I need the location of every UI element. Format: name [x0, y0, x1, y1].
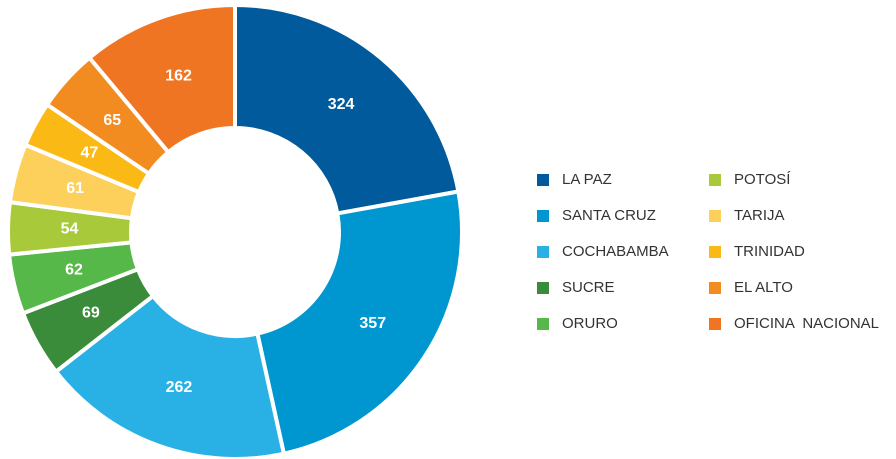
data-label: 262: [166, 379, 193, 396]
data-label: 357: [359, 315, 386, 332]
data-label: 69: [82, 305, 100, 322]
legend-label: TRINIDAD: [734, 243, 805, 260]
data-label: 62: [65, 261, 83, 278]
legend-swatch: [709, 282, 721, 294]
legend-label: EL ALTO: [734, 279, 793, 296]
legend-label: LA PAZ: [562, 171, 612, 188]
legend-swatch: [537, 282, 549, 294]
legend-label: SANTA CRUZ: [562, 207, 656, 224]
legend-swatch: [537, 246, 549, 258]
legend-label: POTOSÍ: [734, 171, 791, 188]
slice: [86, 2, 237, 155]
legend-label: ORURO: [562, 315, 618, 332]
legend-swatch: [709, 210, 721, 222]
legend-label: OFICINA NACIONAL: [734, 315, 879, 332]
legend-label: COCHABAMBA: [562, 243, 669, 260]
legend-swatch: [537, 174, 549, 186]
data-label: 65: [103, 112, 121, 129]
legend-swatch: [709, 246, 721, 258]
legend-label: SUCRE: [562, 279, 615, 296]
data-label: 162: [165, 68, 192, 85]
legend-label: TARIJA: [734, 207, 785, 224]
data-label: 61: [66, 180, 84, 197]
legend-swatch: [709, 174, 721, 186]
data-label: 47: [80, 145, 98, 162]
legend-swatch: [537, 210, 549, 222]
slice: [254, 189, 464, 457]
data-label: 54: [61, 221, 79, 238]
legend-swatch: [709, 318, 721, 330]
data-label: 324: [328, 96, 355, 113]
legend-swatch: [537, 318, 549, 330]
slice: [233, 2, 461, 216]
slice: [53, 293, 287, 459]
